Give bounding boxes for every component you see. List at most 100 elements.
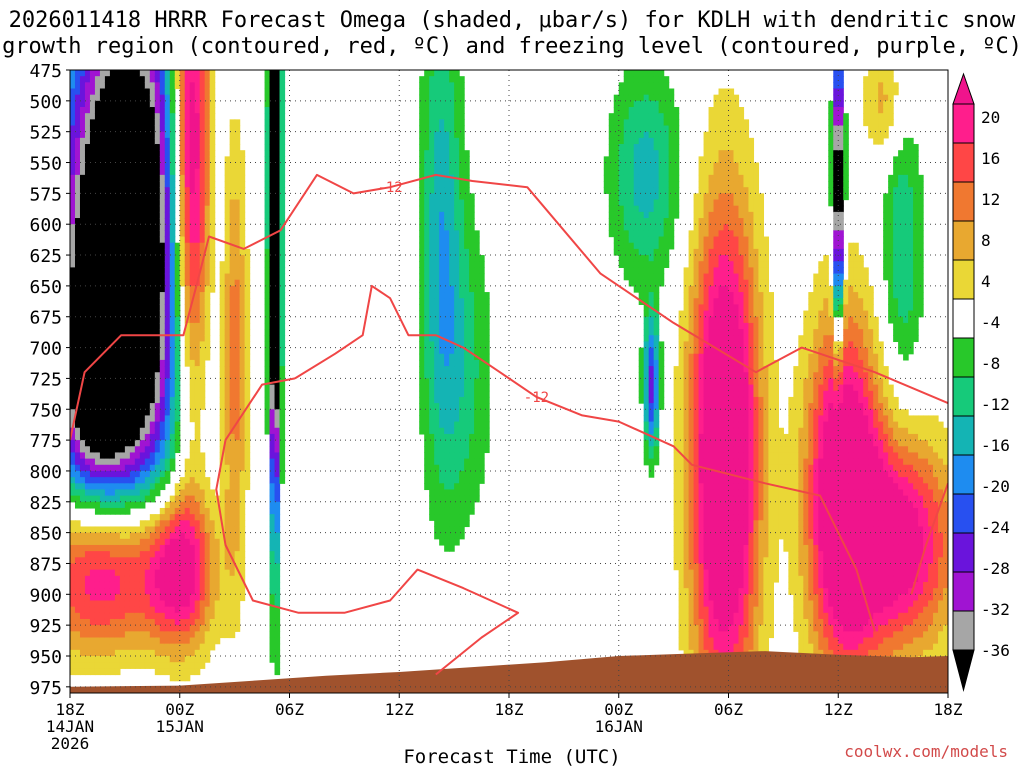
omega-cell (114, 575, 121, 583)
omega-cell (274, 298, 281, 305)
omega-cell (159, 520, 166, 528)
omega-cell (179, 88, 186, 96)
omega-cell (114, 489, 121, 497)
omega-cell (149, 292, 156, 299)
omega-cell (174, 267, 181, 275)
omega-cell (214, 612, 221, 620)
omega-cell (104, 372, 111, 380)
omega-cell (648, 242, 655, 250)
omega-cell (464, 187, 470, 194)
omega-cell (439, 144, 445, 151)
omega-cell (219, 366, 226, 373)
omega-cell (229, 372, 236, 380)
omega-cell (224, 538, 231, 546)
omega-cell (439, 285, 445, 293)
omega-cell (209, 242, 216, 250)
omega-cell (89, 631, 96, 639)
omega-cell (199, 655, 206, 663)
omega-cell (683, 581, 690, 589)
omega-cell (94, 150, 101, 157)
omega-cell (144, 544, 151, 552)
omega-cell (139, 292, 146, 299)
omega-cell (229, 366, 236, 373)
omega-cell (444, 433, 450, 441)
omega-cell (84, 526, 91, 534)
omega-cell (608, 156, 615, 164)
omega-cell (209, 168, 216, 176)
omega-cell (109, 205, 116, 213)
omega-cell (274, 637, 281, 645)
omega-cell (204, 181, 211, 188)
omega-cell (79, 551, 86, 558)
omega-cell (648, 119, 655, 127)
omega-cell (434, 267, 440, 275)
omega-cell (234, 230, 241, 238)
omega-cell (673, 187, 680, 194)
omega-cell (269, 409, 276, 417)
omega-cell (149, 255, 156, 262)
omega-cell (154, 292, 161, 299)
omega-cell (469, 218, 475, 225)
omega-cell (454, 255, 460, 262)
omega-cell (139, 489, 146, 497)
omega-cell (683, 569, 690, 577)
omega-cell (189, 267, 196, 275)
omega-cell (449, 384, 455, 392)
omega-cell (469, 310, 475, 318)
omega-cell (164, 514, 171, 521)
omega-cell (79, 501, 86, 509)
omega-cell (104, 359, 111, 367)
omega-cell (164, 563, 171, 571)
omega-cell (269, 168, 276, 176)
omega-cell (678, 464, 685, 472)
omega-cell (70, 144, 76, 151)
omega-cell (109, 643, 116, 651)
omega-cell (119, 224, 126, 231)
omega-cell (264, 137, 271, 145)
omega-cell (154, 458, 161, 466)
omega-cell (274, 415, 281, 423)
omega-cell (653, 310, 660, 318)
omega-cell (144, 285, 151, 293)
omega-cell (673, 421, 680, 429)
omega-cell (194, 421, 201, 429)
omega-cell (154, 649, 161, 657)
omega-cell (104, 446, 111, 454)
omega-cell (79, 477, 86, 484)
omega-cell (79, 107, 86, 114)
omega-cell (444, 452, 450, 460)
omega-cell (194, 433, 201, 441)
omega-cell (159, 335, 166, 343)
omega-cell (184, 649, 191, 657)
omega-cell (653, 144, 660, 151)
omega-cell (274, 341, 281, 349)
omega-cell (144, 625, 151, 632)
omega-cell (234, 606, 241, 614)
omega-cell (84, 70, 91, 77)
omega-cell (643, 316, 650, 324)
omega-cell (74, 378, 81, 386)
omega-cell (638, 150, 645, 157)
omega-cell (104, 507, 111, 515)
omega-cell (434, 440, 440, 447)
omega-cell (169, 384, 176, 392)
omega-cell (84, 119, 91, 127)
omega-cell (678, 452, 685, 460)
omega-cell (149, 612, 156, 620)
omega-cell (229, 267, 236, 275)
omega-cell (279, 174, 286, 182)
omega-cell (464, 520, 470, 528)
omega-cell (104, 255, 111, 262)
omega-cell (239, 415, 246, 423)
omega-cell (274, 643, 281, 651)
omega-cell (419, 230, 425, 238)
omega-cell (479, 329, 485, 336)
omega-cell (154, 575, 161, 583)
omega-cell (469, 304, 475, 312)
omega-cell (119, 82, 126, 90)
omega-cell (169, 322, 176, 330)
omega-cell (434, 298, 440, 305)
omega-cell (239, 489, 246, 497)
omega-cell (104, 304, 111, 312)
omega-cell (144, 236, 151, 244)
